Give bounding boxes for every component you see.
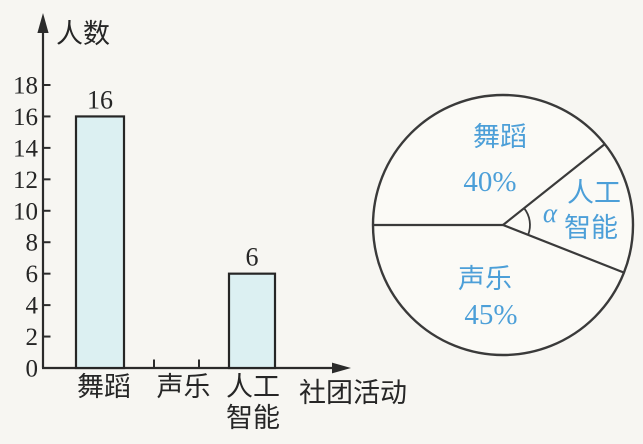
pie-label-dance: 舞蹈 [473, 122, 527, 152]
y-axis-title: 人数 [56, 19, 110, 49]
bar-人工智能 [227, 272, 277, 370]
y-axis-arrow-icon [37, 13, 49, 33]
y-tick-label: 4 [26, 293, 39, 320]
y-tick-label: 6 [26, 261, 39, 288]
category-label: 声乐 [157, 372, 211, 402]
y-tick-label: 0 [26, 356, 39, 383]
y-tick-label: 8 [26, 230, 39, 257]
alpha-angle-label: α [543, 198, 558, 228]
y-tick-label: 12 [13, 167, 38, 194]
bar-value-label: 16 [87, 85, 113, 114]
category-label: 人工 [226, 372, 280, 402]
pie-percent-dance: 40% [463, 166, 516, 198]
y-tick-label: 16 [13, 104, 38, 131]
pie-label-ai-line1: 人工 [567, 178, 621, 208]
pie-slice-line-upper [502, 143, 606, 226]
pie-chart: 舞蹈 40% 声乐 45% 人工 智能 α [371, 93, 635, 357]
y-tick-label: 2 [26, 324, 39, 351]
x-axis-arrow-icon [332, 362, 351, 374]
y-axis-ticks: 0 2 4 6 8 10 12 14 16 18 [13, 73, 51, 383]
y-tick-label: 10 [13, 198, 38, 225]
x-axis-title: 社团活动 [299, 378, 407, 408]
pie-label-ai-line2: 智能 [564, 213, 618, 243]
y-tick-label: 14 [13, 135, 39, 162]
bar-value-label: 6 [246, 243, 259, 272]
category-label: 舞蹈 [77, 372, 131, 402]
category-label: 智能 [226, 403, 280, 433]
y-tick-label: 18 [13, 73, 38, 100]
bar-舞蹈 [74, 115, 126, 370]
pie-label-vocal: 声乐 [458, 264, 512, 294]
pie-slice-line-lower [502, 223, 625, 274]
pie-percent-vocal: 45% [464, 299, 517, 331]
alpha-angle-arc-icon [523, 207, 531, 236]
bars: 16 6 [74, 85, 277, 370]
